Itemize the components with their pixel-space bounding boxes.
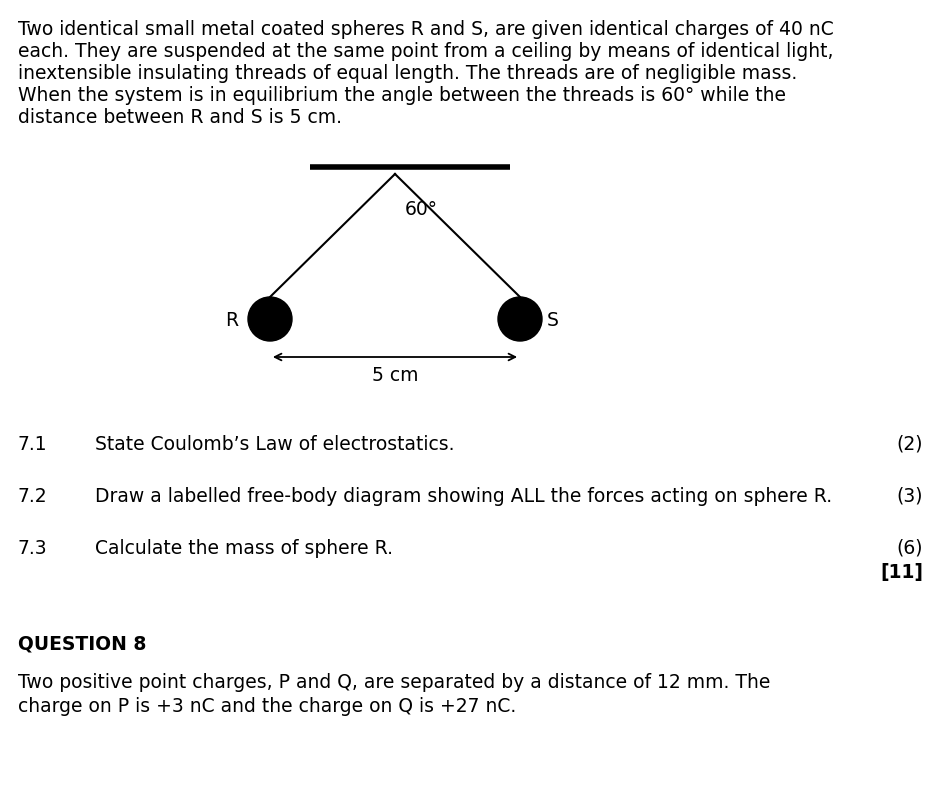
Text: distance between R and S is 5 cm.: distance between R and S is 5 cm. <box>18 107 342 127</box>
Text: 5 cm: 5 cm <box>372 366 418 384</box>
Text: 7.2: 7.2 <box>18 486 48 505</box>
Text: Two identical small metal coated spheres R and S, are given identical charges of: Two identical small metal coated spheres… <box>18 20 834 39</box>
Text: Draw a labelled free-body diagram showing ALL the forces acting on sphere R.: Draw a labelled free-body diagram showin… <box>95 486 832 505</box>
Text: QUESTION 8: QUESTION 8 <box>18 634 147 653</box>
Text: each. They are suspended at the same point from a ceiling by means of identical : each. They are suspended at the same poi… <box>18 42 834 61</box>
Circle shape <box>248 298 292 342</box>
Text: 60°: 60° <box>405 200 438 219</box>
Text: (6): (6) <box>897 538 923 557</box>
Text: (3): (3) <box>897 486 923 505</box>
Text: When the system is in equilibrium the angle between the threads is 60° while the: When the system is in equilibrium the an… <box>18 86 786 105</box>
Text: State Coulomb’s Law of electrostatics.: State Coulomb’s Law of electrostatics. <box>95 435 455 453</box>
Text: 7.1: 7.1 <box>18 435 48 453</box>
Text: charge on P is +3 nC and the charge on Q is +27 nC.: charge on P is +3 nC and the charge on Q… <box>18 696 517 715</box>
Text: inextensible insulating threads of equal length. The threads are of negligible m: inextensible insulating threads of equal… <box>18 64 797 83</box>
Text: (2): (2) <box>897 435 923 453</box>
Text: 7.3: 7.3 <box>18 538 48 557</box>
Text: R: R <box>225 310 238 329</box>
Text: Two positive point charges, P and Q, are separated by a distance of 12 mm. The: Two positive point charges, P and Q, are… <box>18 672 771 691</box>
Text: [11]: [11] <box>880 562 923 581</box>
Text: Calculate the mass of sphere R.: Calculate the mass of sphere R. <box>95 538 393 557</box>
Text: S: S <box>547 310 559 329</box>
Circle shape <box>498 298 542 342</box>
